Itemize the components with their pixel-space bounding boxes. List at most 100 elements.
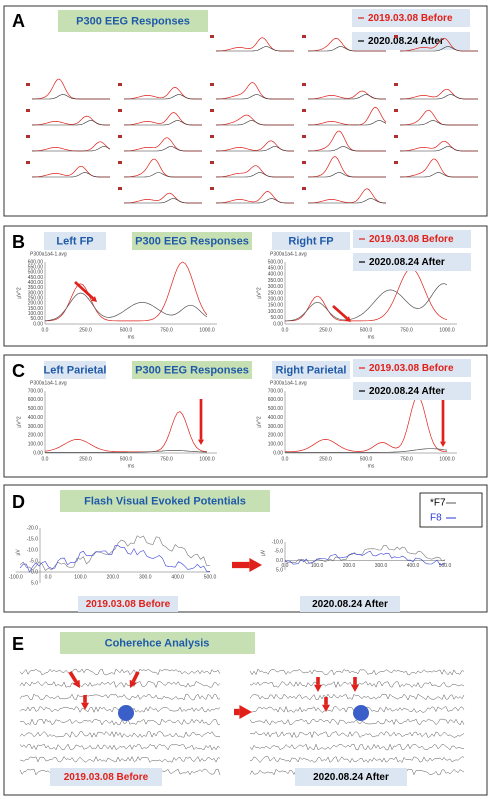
y-tick-label: 100.00 [268, 309, 284, 315]
panel-letter: B [12, 232, 25, 252]
label-box [78, 596, 178, 612]
waveform [400, 172, 478, 178]
arrow-head [322, 704, 330, 712]
eeg-trace [19, 718, 221, 726]
plot-label: Right FP [288, 235, 333, 247]
date-label: 2020.08.24 After [312, 599, 388, 610]
channel-label [118, 135, 122, 138]
channel-label [394, 135, 398, 138]
label-box [44, 361, 106, 379]
waveform [44, 411, 208, 453]
y-tick-label: -10.0 [272, 539, 284, 545]
y-tick-label: 200.00 [28, 301, 44, 307]
y-tick-label: 200.00 [268, 433, 284, 439]
waveform [307, 106, 387, 126]
channel-label [26, 109, 30, 112]
y-tick-label: 0.00 [273, 321, 283, 327]
channel-label [302, 35, 306, 38]
y-tick-label: 200.00 [28, 433, 44, 439]
channel-label [118, 109, 122, 112]
file-label: P300a1a4-1.avg [270, 380, 307, 386]
y-tick-label: 100.00 [28, 441, 44, 447]
channel-label [394, 83, 398, 86]
panel-title: Flash Visual Evoked Potentials [84, 495, 246, 507]
waveform [216, 120, 294, 126]
y-tick-label: 300.00 [28, 424, 44, 430]
y-tick-label: 500.00 [28, 270, 44, 276]
plot-label: Left Parietal [44, 364, 107, 376]
channel-label [210, 83, 214, 86]
x-tick-label: 100.0 [311, 563, 324, 569]
waveform [400, 94, 478, 100]
y-tick-label: 5.0 [31, 580, 38, 586]
y-tick-label: 600.00 [28, 259, 44, 265]
eeg-trace [19, 743, 221, 751]
channel-label [210, 109, 214, 112]
plot-label: Left FP [56, 235, 93, 247]
y-tick-label: 450.00 [268, 266, 284, 272]
waveform [308, 146, 386, 152]
panel-letter: D [12, 492, 25, 512]
waveform [31, 141, 111, 152]
channel-label [26, 135, 30, 138]
arrow-shaft [131, 671, 140, 683]
y-axis-title: µV [15, 549, 21, 556]
arrow-shaft [68, 671, 78, 683]
y-tick-label: 150.00 [28, 306, 44, 312]
legend-label: 2020.08.24 After [368, 36, 444, 47]
date-label: 2019.03.08 Before [86, 599, 171, 610]
legend-box [419, 492, 483, 528]
waveform [284, 551, 446, 566]
x-tick-label: 0.0 [42, 456, 49, 462]
file-label: P300a1a4-1.avg [270, 251, 307, 257]
x-tick-label: 500.0 [120, 456, 133, 462]
label-box [353, 230, 471, 248]
waveform [44, 292, 208, 322]
y-tick-label: 250.00 [28, 295, 44, 301]
arrow-shaft [332, 304, 348, 320]
y-axis-title: µV [260, 549, 266, 556]
waveform [308, 172, 386, 178]
arrow-head [344, 316, 351, 322]
waveform [124, 120, 202, 126]
waveform [32, 120, 110, 126]
y-tick-label: -10.0 [27, 547, 39, 553]
panel-letter: E [12, 634, 24, 654]
waveform [308, 94, 386, 100]
eeg-trace [249, 731, 465, 739]
y-tick-label: -5.0 [274, 549, 283, 555]
x-tick-label: 0.0 [282, 456, 289, 462]
x-tick-label: 750.0 [400, 327, 413, 333]
waveform [124, 172, 202, 178]
arrow-head [249, 558, 262, 572]
waveform [307, 188, 387, 204]
waveform [284, 283, 448, 322]
y-tick-label: 0.00 [33, 450, 43, 456]
file-label: P300a1a4-1.avg [30, 380, 67, 386]
y-tick-label: 500.00 [268, 259, 284, 265]
channel-label [302, 187, 306, 190]
y-tick-label: 350.00 [28, 285, 44, 291]
arrow-head [239, 705, 252, 719]
y-tick-label: 0.0 [31, 569, 38, 575]
y-tick-label: 600.00 [268, 397, 284, 403]
eeg-trace [249, 693, 465, 701]
panel-title: Coherehce Analysis [105, 637, 210, 649]
y-tick-label: 400.00 [268, 272, 284, 278]
x-tick-label: 1000.0 [199, 327, 215, 333]
y-tick-label: 5.0 [276, 567, 283, 573]
channel-label [210, 135, 214, 138]
waveform [400, 146, 478, 152]
x-tick-label: 1000.0 [439, 327, 455, 333]
waveform [308, 46, 386, 52]
channel-label [118, 187, 122, 190]
waveform [45, 450, 208, 453]
label-box [50, 768, 162, 786]
arrow-head [198, 439, 204, 445]
channel-label [210, 35, 214, 38]
arrow-head [72, 679, 80, 688]
y-tick-label: 150.00 [268, 303, 284, 309]
arrow-head [129, 679, 137, 688]
legend-label: 2019.03.08 Before [368, 13, 453, 24]
